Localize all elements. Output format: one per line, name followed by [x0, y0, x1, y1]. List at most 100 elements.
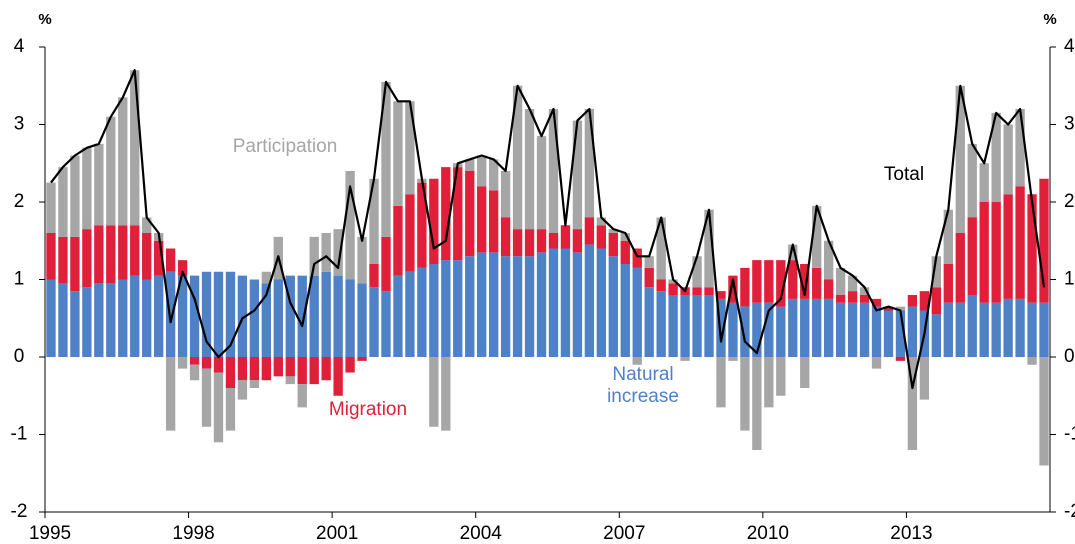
bar-segment — [584, 109, 595, 218]
y-tick-label: 2 — [14, 191, 25, 212]
bar-segment — [632, 248, 642, 268]
bar-segment — [488, 190, 499, 253]
bar-segment — [512, 85, 523, 230]
bar-segment — [357, 283, 367, 357]
bar-segment — [883, 310, 894, 357]
bar-segment — [919, 291, 930, 311]
bar-segment — [201, 271, 212, 357]
bar-segment — [321, 233, 331, 272]
y-tick-label: -2 — [11, 501, 28, 522]
bar-segment — [668, 295, 678, 357]
bar-segment — [130, 70, 140, 226]
y2-tick-label: -2 — [1064, 501, 1075, 522]
bar-segment — [225, 388, 236, 431]
bar-segment — [1015, 298, 1025, 357]
bar-segment — [823, 298, 834, 357]
x-tick-label: 2013 — [890, 523, 932, 544]
bar-segment — [776, 357, 786, 396]
series-label: Total — [883, 164, 925, 185]
y2-tick-label: 0 — [1064, 346, 1075, 367]
bar-segment — [764, 260, 774, 303]
bar-segment — [859, 295, 870, 303]
bar-segment — [692, 256, 702, 288]
bar-segment — [716, 357, 726, 408]
bar-segment — [800, 357, 810, 388]
bar-segment — [716, 291, 726, 299]
bar-segment — [393, 275, 403, 357]
bar-segment — [871, 298, 882, 307]
bar-segment — [488, 252, 499, 357]
bar-segment — [991, 112, 1001, 202]
y-axis-unit: % — [38, 11, 51, 28]
bar-segment — [548, 248, 559, 357]
bar-segment — [106, 225, 116, 284]
bar-segment — [704, 209, 714, 288]
bar-segment — [1015, 109, 1025, 187]
bar-segment — [273, 279, 283, 357]
bar-segment — [500, 217, 511, 257]
x-tick-label: 2010 — [747, 523, 789, 544]
bar-segment — [728, 302, 738, 357]
bar-segment — [118, 279, 128, 357]
y2-tick-label: 1 — [1064, 269, 1075, 290]
bar-segment — [1015, 186, 1025, 299]
bar-segment — [465, 256, 475, 357]
bar-segment — [680, 295, 690, 357]
bar-segment — [572, 229, 583, 253]
bar-segment — [417, 267, 427, 357]
bar-segment — [788, 298, 798, 357]
bar-segment — [201, 368, 212, 427]
bar-segment — [907, 295, 918, 307]
bar-segment — [955, 302, 965, 357]
bar-segment — [309, 236, 319, 276]
bar-segment — [943, 302, 953, 357]
bar-segment — [596, 248, 607, 357]
bar-segment — [800, 264, 810, 299]
bar-segment — [859, 302, 870, 357]
bar-segment — [213, 357, 224, 373]
bar-segment — [142, 233, 152, 280]
bar-segment — [465, 171, 475, 257]
bar-segment — [237, 357, 248, 381]
bar-segment — [189, 275, 200, 357]
x-tick-label: 2007 — [603, 523, 645, 544]
bar-segment — [943, 264, 953, 303]
bar-segment — [847, 275, 858, 292]
bar-segment — [273, 357, 283, 377]
bar-segment — [237, 380, 248, 400]
bar-segment — [895, 306, 906, 311]
bar-segment — [82, 229, 92, 288]
x-tick-label: 2001 — [316, 523, 358, 544]
bar-segment — [656, 217, 666, 280]
bar-segment — [620, 240, 630, 264]
bar-segment — [417, 182, 427, 268]
bar-segment — [548, 109, 559, 233]
bar-segment — [692, 295, 702, 357]
bar-segment — [333, 357, 343, 396]
bar-segment — [333, 229, 343, 276]
bar-segment — [249, 380, 260, 388]
bar-segment — [118, 225, 128, 280]
bar-segment — [213, 271, 224, 357]
bar-segment — [1027, 357, 1037, 365]
bar-segment — [153, 275, 164, 357]
bar-segment — [788, 244, 798, 261]
bar-segment — [740, 357, 750, 431]
y2-tick-label: 2 — [1064, 191, 1075, 212]
bar-segment — [800, 298, 810, 357]
bar-segment — [309, 357, 319, 385]
bar-segment — [847, 291, 858, 303]
bar-segment — [333, 275, 343, 357]
bar-segment — [369, 264, 379, 288]
bar-segment — [321, 271, 331, 357]
bar-segment — [871, 357, 882, 369]
bar-segment — [620, 233, 630, 241]
bar-segment — [668, 283, 678, 295]
y2-tick-label: -1 — [1064, 424, 1075, 445]
bar-segment — [1003, 298, 1013, 357]
bar-segment — [381, 81, 391, 237]
bar-segment — [393, 205, 403, 276]
bar-segment — [943, 209, 953, 264]
bar-segment — [357, 357, 367, 361]
